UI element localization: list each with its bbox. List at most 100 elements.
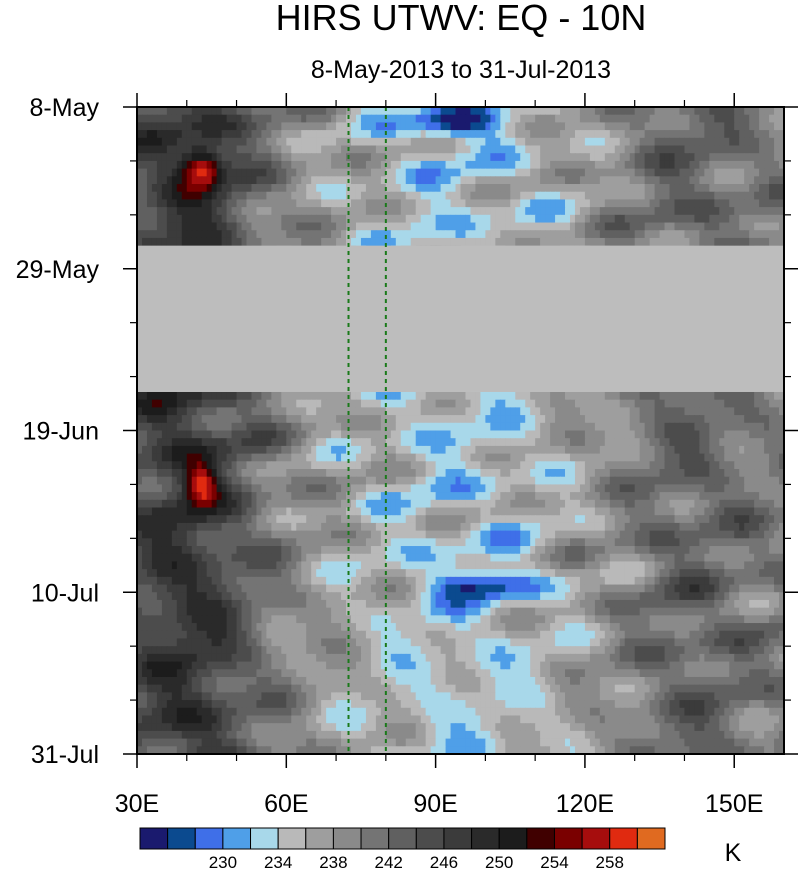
field-cell: [664, 176, 671, 185]
field-cell: [565, 237, 571, 247]
field-cell: [520, 237, 526, 247]
field-cell: [211, 191, 218, 201]
field-cell: [704, 207, 710, 216]
field-cell: [331, 237, 337, 247]
field-cell: [619, 107, 626, 116]
field-cell: [579, 145, 586, 154]
field-cell: [560, 137, 566, 147]
field-cell: [505, 168, 511, 177]
field-cell: [211, 130, 218, 139]
field-cell: [749, 214, 755, 224]
field-cell: [674, 145, 681, 154]
field-cell: [161, 230, 168, 239]
field-cell: [360, 222, 367, 231]
field-cell: [759, 114, 765, 123]
field-cell: [286, 199, 292, 208]
field-cell: [236, 160, 243, 170]
field-cell: [594, 137, 601, 147]
field-cell: [445, 391, 452, 401]
field-cell: [480, 191, 486, 201]
field-cell: [505, 130, 511, 139]
field-cell: [699, 230, 705, 239]
field-cell: [191, 399, 198, 408]
field-cell: [351, 153, 357, 162]
field-cell: [385, 191, 392, 201]
field-cell: [141, 160, 148, 170]
field-cell: [679, 191, 686, 201]
field-cell: [540, 168, 546, 177]
field-cell: [186, 199, 193, 208]
field-cell: [156, 160, 163, 170]
field-cell: [161, 191, 168, 201]
field-cell: [525, 230, 531, 239]
field-cell: [181, 130, 188, 139]
field-cell: [654, 207, 661, 216]
field-cell: [351, 168, 357, 177]
field-cell: [146, 153, 153, 162]
field-cell: [341, 199, 347, 208]
field-cell: [764, 160, 770, 170]
field-cell: [769, 122, 775, 131]
field-cell: [450, 391, 457, 401]
field-cell: [311, 153, 317, 162]
field-cell: [276, 168, 282, 177]
field-cell: [565, 214, 571, 224]
field-cell: [291, 237, 297, 247]
field-cell: [649, 230, 656, 239]
field-cell: [231, 160, 238, 170]
field-cell: [495, 137, 501, 147]
field-cell: [540, 184, 546, 193]
field-cell: [211, 153, 218, 162]
field-cell: [569, 160, 576, 170]
field-cell: [146, 160, 153, 170]
field-cell: [161, 122, 168, 131]
field-cell: [604, 184, 611, 193]
field-cell: [176, 230, 183, 239]
field-cell: [256, 145, 263, 154]
field-cell: [475, 191, 482, 201]
field-cell: [540, 214, 546, 224]
field-cell: [525, 122, 531, 131]
field-cell: [226, 191, 233, 201]
field-cell: [579, 222, 586, 231]
field-cell: [385, 222, 392, 231]
field-cell: [609, 176, 616, 185]
field-cell: [565, 168, 571, 177]
field-cell: [286, 130, 292, 139]
field-cell: [251, 168, 258, 177]
field-cell: [365, 168, 372, 177]
field-cell: [480, 176, 486, 185]
field-cell: [744, 137, 750, 147]
field-cell: [151, 114, 158, 123]
field-cell: [669, 230, 676, 239]
field-cell: [769, 391, 775, 401]
field-cell: [535, 184, 541, 193]
field-cell: [510, 122, 516, 131]
field-cell: [779, 207, 785, 216]
field-cell: [759, 237, 765, 247]
field-cell: [594, 160, 601, 170]
field-cell: [470, 207, 477, 216]
field-cell: [166, 168, 173, 177]
field-cell: [375, 222, 382, 231]
field-cell: [674, 137, 681, 147]
field-cell: [664, 199, 671, 208]
field-cell: [579, 391, 586, 401]
field-cell: [316, 230, 322, 239]
field-cell: [470, 137, 477, 147]
field-cell: [176, 168, 183, 177]
field-cell: [515, 176, 521, 185]
field-cell: [241, 214, 248, 224]
field-cell: [659, 191, 666, 201]
field-cell: [370, 237, 377, 247]
field-cell: [251, 137, 258, 147]
field-cell: [301, 214, 307, 224]
field-cell: [380, 176, 387, 185]
field-cell: [500, 137, 506, 147]
field-cell: [470, 191, 477, 201]
field-cell: [589, 153, 596, 162]
field-cell: [515, 191, 521, 201]
field-cell: [699, 145, 705, 154]
field-cell: [644, 207, 651, 216]
field-cell: [221, 399, 228, 408]
